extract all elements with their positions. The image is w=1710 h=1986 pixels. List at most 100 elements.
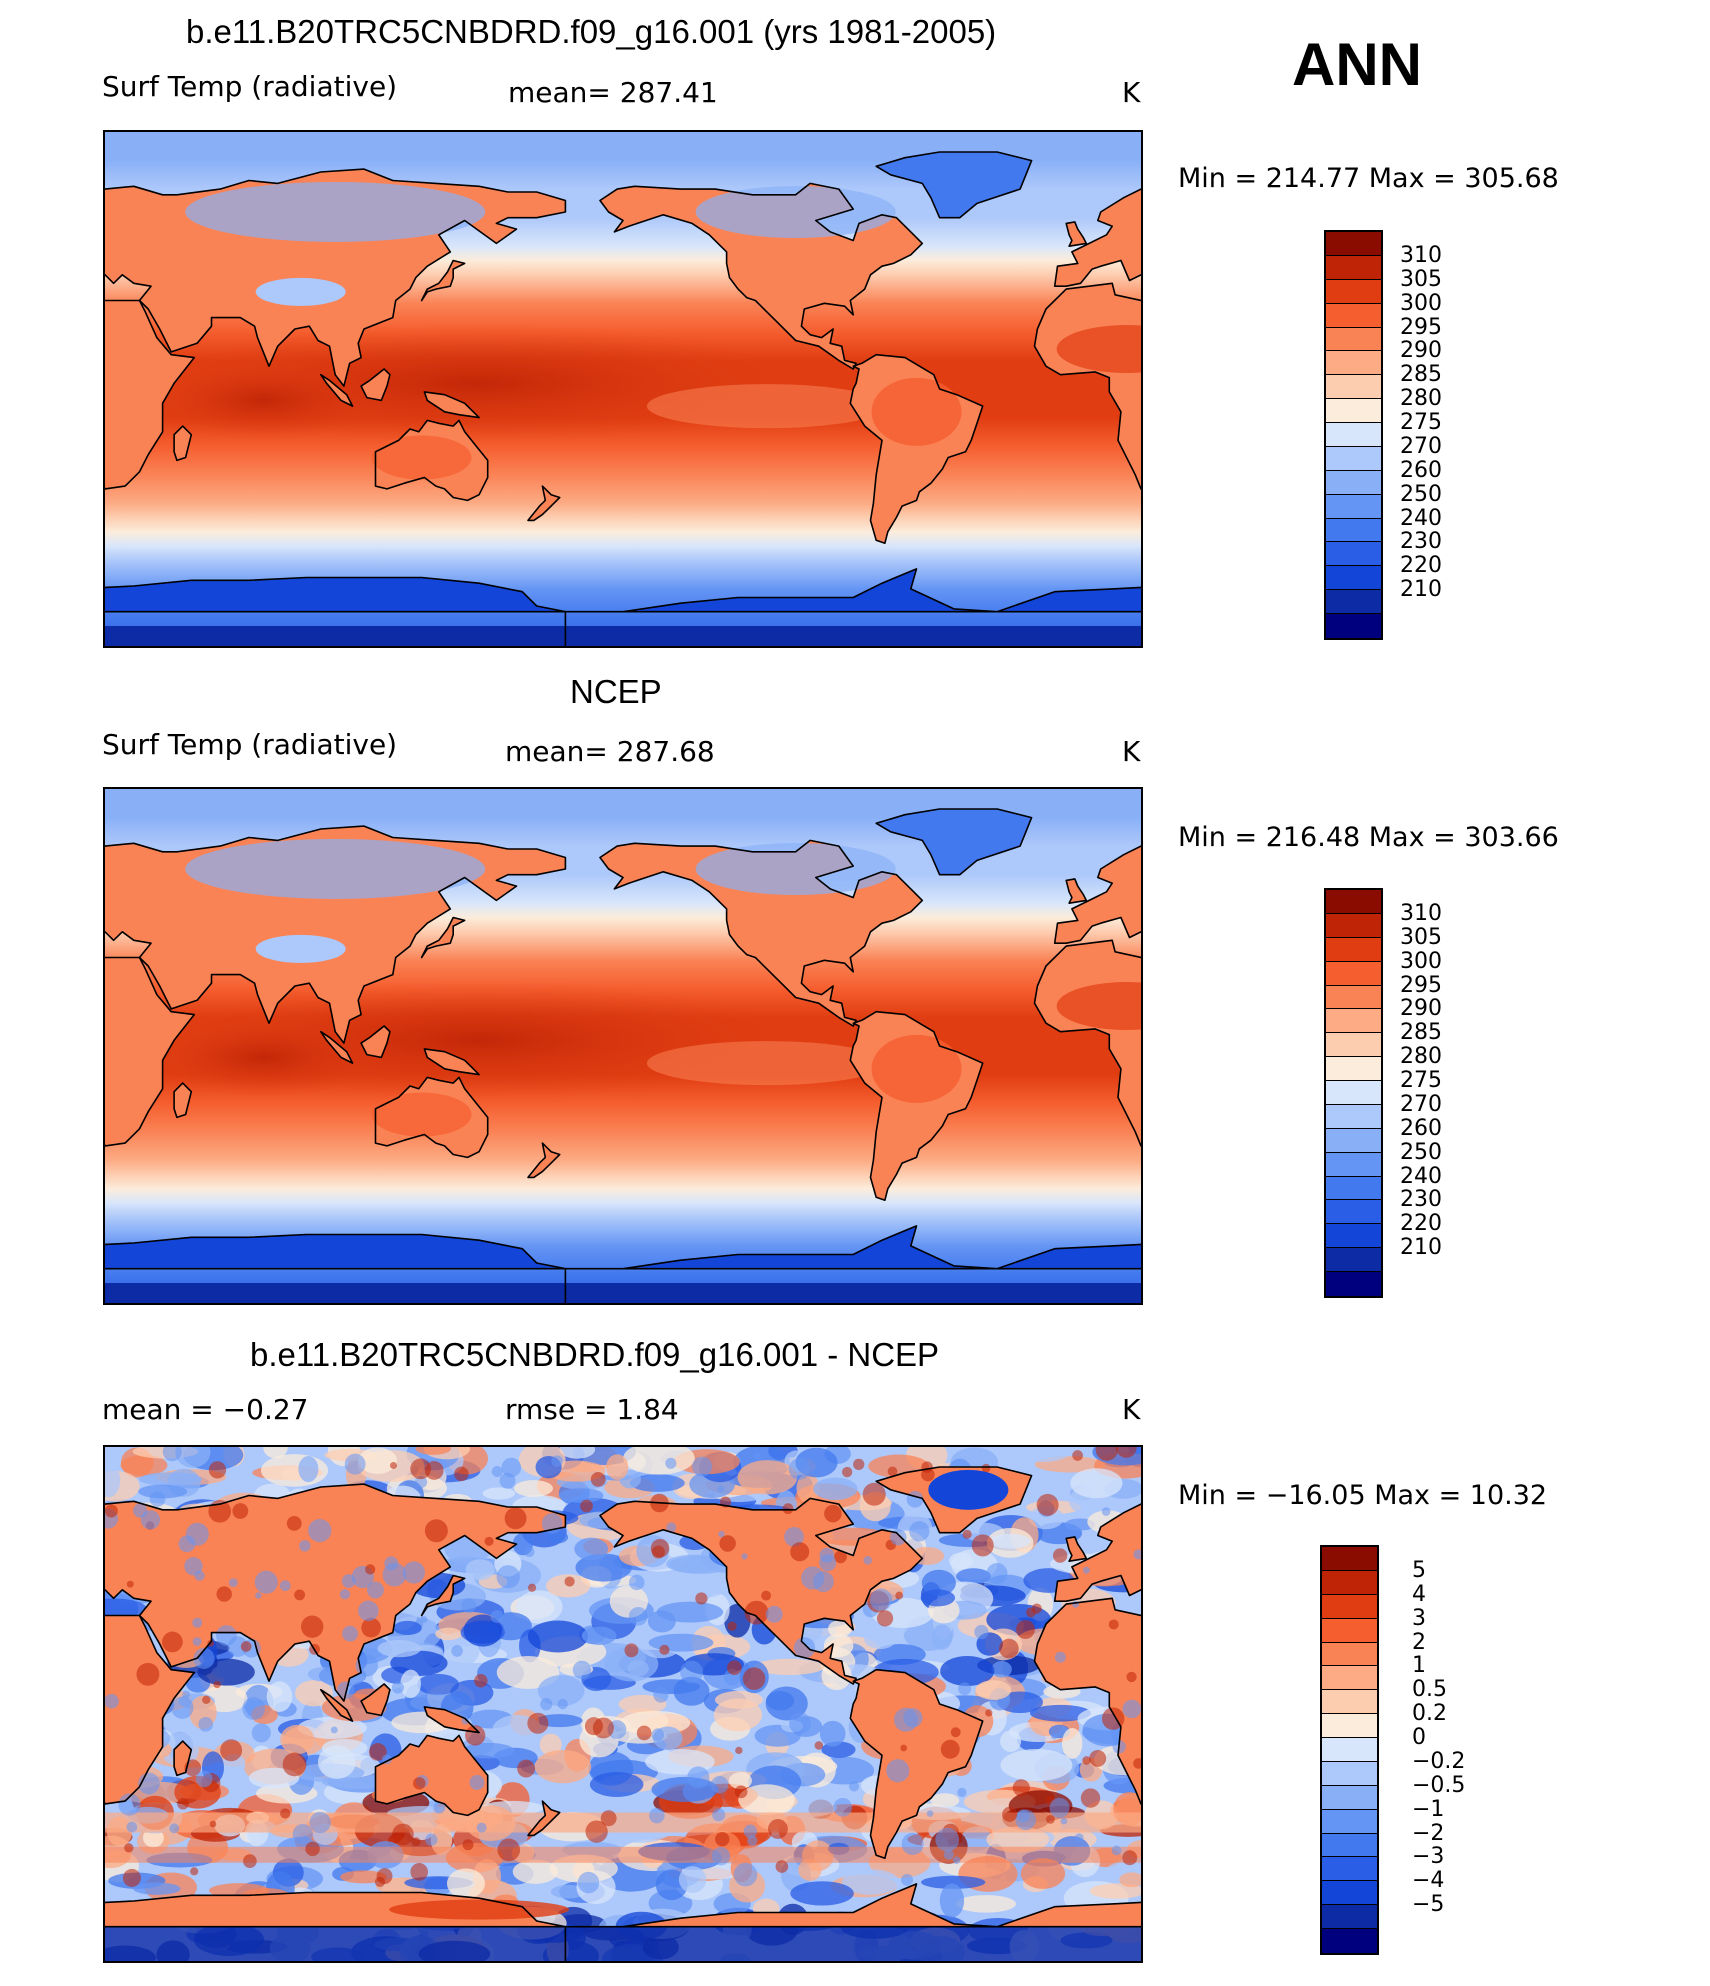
panel2-minmax: Min = 216.48 Max = 303.66 [1178, 822, 1559, 853]
colorbar-swatch [1322, 1690, 1377, 1715]
colorbar-swatch [1326, 351, 1381, 376]
colorbar-swatch [1326, 1057, 1381, 1081]
colorbar-swatch [1326, 542, 1381, 567]
colorbar-swatch [1322, 1714, 1377, 1738]
colorbar-label: −2 [1412, 1820, 1445, 1846]
colorbar-label: 210 [1400, 577, 1442, 603]
colorbar-label: 270 [1400, 433, 1442, 459]
colorbar-label: 2 [1412, 1629, 1426, 1655]
colorbar-swatch [1326, 279, 1381, 304]
colorbar-swatch [1322, 1881, 1377, 1906]
colorbar-swatch [1326, 1224, 1381, 1249]
colorbar-label: 0.2 [1412, 1701, 1447, 1727]
panel3-title: b.e11.B20TRC5CNBDRD.f09_g16.001 - NCEP [250, 1336, 940, 1373]
colorbar-label: 210 [1400, 1235, 1442, 1261]
colorbar-label: 240 [1400, 1163, 1442, 1189]
colorbar-label: 295 [1400, 972, 1442, 998]
colorbar-swatch [1326, 985, 1381, 1010]
colorbar-label: −5 [1412, 1892, 1445, 1918]
colorbar-label: 280 [1400, 386, 1442, 412]
colorbar-swatch [1326, 327, 1381, 352]
colorbar-label: −0.2 [1412, 1748, 1466, 1774]
colorbar-label: 5 [1412, 1557, 1426, 1583]
colorbar-label: 305 [1400, 266, 1442, 292]
colorbar-swatch [1322, 1857, 1377, 1882]
colorbar-swatch [1322, 1809, 1377, 1834]
colorbar-swatch [1326, 566, 1381, 591]
colorbar-swatch [1326, 1104, 1381, 1129]
colorbar-label: 4 [1412, 1581, 1426, 1607]
colorbar-label: 280 [1400, 1044, 1442, 1070]
colorbar-swatch [1326, 423, 1381, 447]
colorbar-swatch [1326, 1033, 1381, 1058]
panel2-variable: Surf Temp (radiative) [102, 728, 398, 761]
colorbar-swatch [1322, 1785, 1377, 1810]
colorbar-swatch [1322, 1594, 1377, 1619]
panel2-colorbar [1324, 888, 1383, 1298]
colorbar-swatch [1326, 961, 1381, 986]
colorbar-swatch [1326, 913, 1381, 938]
colorbar-label: 260 [1400, 457, 1442, 483]
panel2-mean: mean= 287.68 [505, 735, 715, 768]
panel3-mean: mean = −0.27 [102, 1393, 309, 1426]
colorbar-swatch [1326, 470, 1381, 495]
colorbar-label: 230 [1400, 1187, 1442, 1213]
colorbar-swatch [1326, 255, 1381, 280]
colorbar-label: 290 [1400, 996, 1442, 1022]
colorbar-label: 310 [1400, 900, 1442, 926]
colorbar-swatch [1326, 446, 1381, 471]
colorbar-label: 220 [1400, 1211, 1442, 1237]
colorbar-swatch [1326, 399, 1381, 423]
colorbar-label: 290 [1400, 338, 1442, 364]
colorbar-label: 270 [1400, 1091, 1442, 1117]
colorbar-label: 305 [1400, 924, 1442, 950]
colorbar-swatch [1322, 1738, 1377, 1762]
colorbar-label: 260 [1400, 1115, 1442, 1141]
colorbar-swatch [1326, 1081, 1381, 1105]
colorbar-label: 285 [1400, 362, 1442, 388]
colorbar-swatch [1326, 614, 1381, 638]
colorbar-label: 0 [1412, 1725, 1426, 1751]
colorbar-swatch [1326, 1009, 1381, 1034]
colorbar-swatch [1326, 1248, 1381, 1272]
panel2-units: K [1122, 735, 1141, 768]
colorbar-swatch [1326, 518, 1381, 543]
panel2-map [103, 787, 1143, 1305]
panel3-colorbar [1320, 1545, 1379, 1955]
colorbar-label: 230 [1400, 529, 1442, 555]
panel3-rmse: rmse = 1.84 [505, 1393, 679, 1426]
colorbar-label: −3 [1412, 1844, 1445, 1870]
colorbar-swatch [1322, 1547, 1377, 1571]
colorbar-swatch [1322, 1905, 1377, 1929]
colorbar-swatch [1326, 494, 1381, 519]
panel1-colorbar [1324, 230, 1383, 640]
colorbar-label: −1 [1412, 1796, 1445, 1822]
panel3-minmax: Min = −16.05 Max = 10.32 [1178, 1480, 1548, 1511]
colorbar-swatch [1322, 1618, 1377, 1643]
colorbar-label: 285 [1400, 1020, 1442, 1046]
colorbar-swatch [1322, 1929, 1377, 1953]
colorbar-swatch [1326, 1152, 1381, 1177]
colorbar-swatch [1326, 232, 1381, 256]
colorbar-label: 275 [1400, 410, 1442, 436]
colorbar-label: 0.5 [1412, 1677, 1447, 1703]
colorbar-swatch [1322, 1570, 1377, 1595]
panel1-title: b.e11.B20TRC5CNBDRD.f09_g16.001 (yrs 198… [186, 13, 997, 50]
colorbar-swatch [1322, 1642, 1377, 1667]
colorbar-label: 300 [1400, 948, 1442, 974]
colorbar-label: 295 [1400, 314, 1442, 340]
panel3-map [103, 1445, 1143, 1963]
colorbar-label: 220 [1400, 553, 1442, 579]
panel2-title: NCEP [570, 673, 662, 710]
colorbar-label: 275 [1400, 1068, 1442, 1094]
panel1-units: K [1122, 76, 1141, 109]
season-label: ANN [1292, 31, 1422, 98]
colorbar-label: 300 [1400, 290, 1442, 316]
colorbar-label: 250 [1400, 481, 1442, 507]
colorbar-swatch [1326, 1272, 1381, 1296]
panel1-mean: mean= 287.41 [508, 76, 718, 109]
colorbar-label: 250 [1400, 1139, 1442, 1165]
panel1-variable: Surf Temp (radiative) [102, 70, 398, 103]
colorbar-swatch [1322, 1666, 1377, 1691]
colorbar-swatch [1326, 1176, 1381, 1201]
